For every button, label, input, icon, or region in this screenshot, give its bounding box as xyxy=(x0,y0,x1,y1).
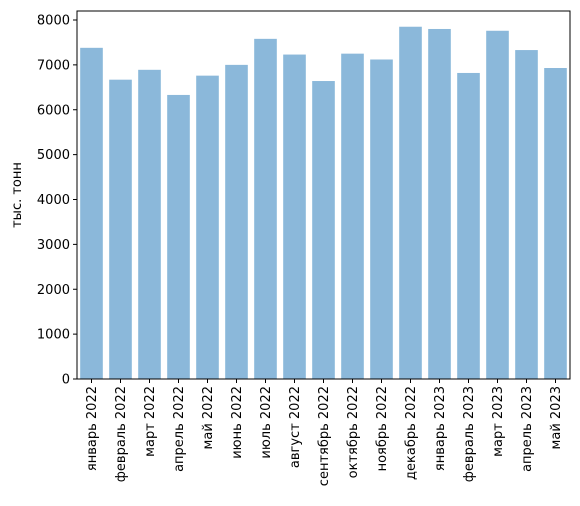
x-tick-label-2: март 2022 xyxy=(143,386,158,457)
bar-0 xyxy=(80,47,103,379)
bars-group xyxy=(80,26,567,380)
bar-1 xyxy=(109,79,132,379)
x-axis-ticks: январь 2022 февраль 2022 март 2022 апрель 2… xyxy=(85,379,564,486)
x-tick-label-15: апрель 2023 xyxy=(520,386,535,472)
bar-3 xyxy=(167,94,190,379)
bar-13 xyxy=(457,72,480,379)
bar-7 xyxy=(283,54,306,380)
x-tick-label-5: июнь 2022 xyxy=(230,386,245,459)
bar-10 xyxy=(370,59,393,380)
bar-6 xyxy=(254,38,277,379)
x-tick-label-1: февраль 2022 xyxy=(114,386,129,482)
y-tick-label-2: 2000 xyxy=(37,283,70,298)
y-tick-label-3: 3000 xyxy=(37,238,70,253)
x-tick-label-14: март 2023 xyxy=(491,386,506,457)
x-tick-label-10: ноябрь 2022 xyxy=(375,386,390,471)
y-tick-label-4: 4000 xyxy=(37,193,70,208)
bar-15 xyxy=(515,50,538,379)
x-tick-label-11: декабрь 2022 xyxy=(404,386,419,480)
x-tick-label-0: январь 2022 xyxy=(85,386,100,471)
x-tick-label-6: июль 2022 xyxy=(259,386,274,459)
x-tick-label-4: май 2022 xyxy=(201,386,216,449)
x-tick-label-13: февраль 2023 xyxy=(462,386,477,482)
bar-2 xyxy=(138,69,161,379)
x-tick-label-9: октябрь 2022 xyxy=(346,386,361,478)
bar-9 xyxy=(341,53,364,379)
bar-11 xyxy=(399,26,422,379)
x-tick-label-7: август 2022 xyxy=(288,386,303,468)
bar-12 xyxy=(428,28,451,379)
y-tick-label-1: 1000 xyxy=(37,328,70,343)
bar-4 xyxy=(196,75,219,380)
bar-16 xyxy=(544,68,567,380)
y-tick-label-7: 7000 xyxy=(37,58,70,73)
y-tick-label-8: 8000 xyxy=(37,14,70,29)
y-axis-ticks: 0 1000 2000 3000 4000 5000 6000 7000 8000 xyxy=(37,14,77,388)
bar-8 xyxy=(312,81,335,379)
x-tick-label-12: январь 2023 xyxy=(433,386,448,471)
y-tick-label-5: 5000 xyxy=(37,148,70,163)
y-axis-label: тыс. тонн xyxy=(10,162,25,228)
x-tick-label-8: сентябрь 2022 xyxy=(317,386,332,486)
x-tick-label-16: май 2023 xyxy=(549,386,564,449)
bar-5 xyxy=(225,64,248,379)
y-tick-label-0: 0 xyxy=(62,373,70,388)
y-tick-label-6: 6000 xyxy=(37,103,70,118)
bar-14 xyxy=(486,30,509,380)
x-tick-label-3: апрель 2022 xyxy=(172,386,187,472)
